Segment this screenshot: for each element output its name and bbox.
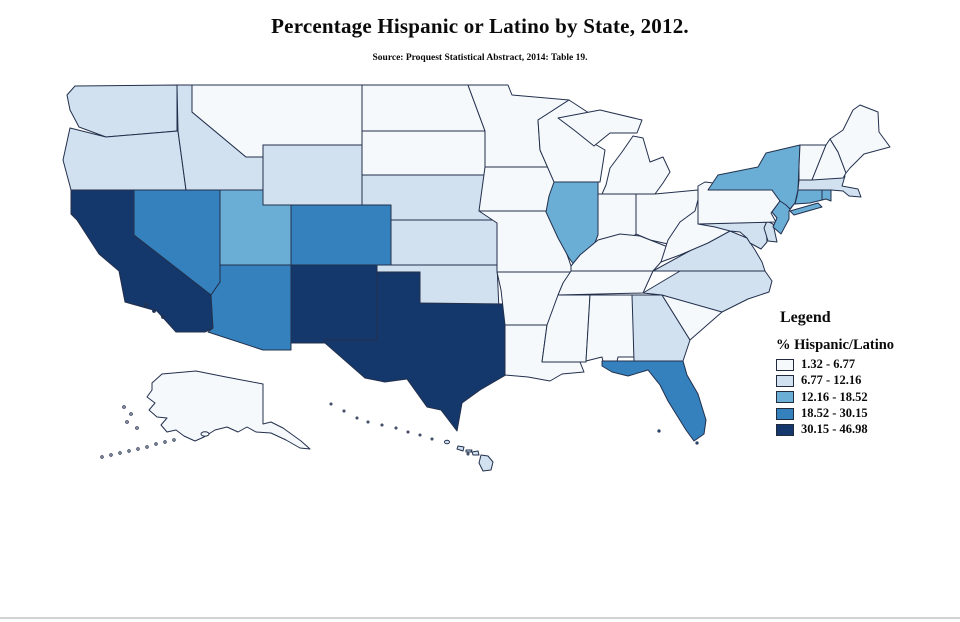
state-ca-island — [144, 303, 148, 307]
state-ak-islet — [122, 405, 126, 409]
state-ak-aleutian-island — [127, 449, 131, 453]
state-ca-island — [161, 315, 165, 319]
state-hi-nw-islet — [394, 426, 398, 430]
state-nc — [642, 270, 773, 313]
state-hi — [329, 402, 494, 472]
state-hi-lanai — [466, 452, 470, 456]
legend-swatch — [776, 407, 794, 420]
page-subtitle: Source: Proquest Statistical Abstract, 2… — [372, 53, 588, 63]
state-wa — [66, 84, 178, 138]
state-hi-nw-islet — [430, 437, 434, 441]
state-fl — [601, 360, 707, 445]
state-ct — [794, 189, 823, 205]
state-ny-long-island — [789, 202, 823, 216]
legend-swatch — [776, 375, 794, 388]
state-hi-nw-islet — [355, 416, 359, 420]
state-ma — [797, 175, 862, 198]
legend-item: 18.52 - 30.15 — [776, 405, 935, 421]
legend: Legend % Hispanic/Latino 1.32 - 6.77 6.7… — [765, 309, 935, 437]
legend-swatch — [776, 358, 794, 371]
state-vt — [798, 144, 827, 181]
state-hi-nw-islet — [406, 430, 410, 434]
legend-item-label: 18.52 - 30.15 — [801, 405, 868, 420]
legend-subtitle: % Hispanic/Latino — [776, 337, 895, 353]
state-nm — [290, 264, 378, 344]
legend-item-label: 30.15 - 46.98 — [801, 422, 868, 436]
state-ak-islet — [129, 412, 133, 416]
state-ak-aleutian-island — [145, 445, 149, 449]
state-ak-aleutian-island — [163, 440, 167, 444]
state-hi-oahu — [456, 445, 465, 452]
legend-item-label: 1.32 - 6.77 — [801, 357, 856, 371]
state-co — [290, 204, 392, 266]
state-fl-mainland — [601, 360, 707, 442]
state-az — [207, 264, 292, 351]
state-ri — [821, 189, 832, 202]
state-ak-islet — [125, 420, 129, 424]
state-fl-key — [695, 441, 699, 445]
state-mi — [557, 109, 671, 195]
state-hi-molokai — [465, 449, 473, 453]
state-ak-kodiak-island — [200, 431, 210, 437]
legend-item-label: 6.77 - 12.16 — [801, 373, 862, 388]
state-ks — [390, 219, 498, 266]
state-ak-aleutian-island — [109, 453, 113, 457]
legend-item-label: 12.16 - 18.52 — [801, 389, 868, 404]
state-hi-nw-islet — [366, 420, 370, 424]
state-al — [585, 294, 635, 367]
state-hi-maui — [471, 450, 480, 456]
legend-item: 12.16 - 18.52 — [776, 389, 935, 405]
state-ak-mainland — [146, 370, 311, 450]
state-hi-nw-islet — [380, 423, 384, 427]
state-ak-islet — [135, 426, 139, 430]
state-hi-nw-islet — [418, 433, 422, 437]
state-mi-upper — [557, 109, 643, 147]
state-hi-nw-islet — [329, 402, 333, 406]
state-de — [763, 220, 778, 243]
state-hi-big-island — [478, 454, 494, 472]
state-me — [829, 104, 891, 174]
state-ms — [541, 294, 591, 363]
state-ak-aleutian-island — [136, 447, 140, 451]
state-mi-lower — [601, 135, 671, 195]
state-hi-nw-islet — [342, 409, 346, 413]
state-ak — [100, 370, 311, 459]
state-ak-aleutian-island — [172, 438, 176, 442]
state-ak-aleutian-island — [154, 442, 158, 446]
state-fl-key — [657, 429, 661, 433]
legend-item: 30.15 - 46.98 — [776, 422, 935, 437]
bottom-divider — [0, 617, 960, 619]
state-wy — [262, 144, 363, 206]
legend-item: 6.77 - 12.16 — [776, 373, 935, 388]
legend-swatch — [776, 391, 794, 404]
state-tx — [324, 271, 510, 432]
legend-item: 1.32 - 6.77 — [776, 357, 935, 372]
state-tn — [557, 270, 654, 296]
legend-title: Legend — [780, 309, 831, 326]
state-ca-island — [152, 309, 156, 313]
state-ak-aleutian-island — [100, 455, 104, 459]
legend-swatch — [776, 423, 794, 436]
state-ak-aleutian-island — [118, 451, 122, 455]
state-ky — [570, 233, 669, 272]
state-hi-kauai — [444, 439, 450, 445]
state-nd — [361, 84, 486, 132]
state-or — [62, 127, 187, 191]
state-sd — [361, 130, 489, 176]
page-title: Percentage Hispanic or Latino by State, … — [271, 14, 689, 38]
